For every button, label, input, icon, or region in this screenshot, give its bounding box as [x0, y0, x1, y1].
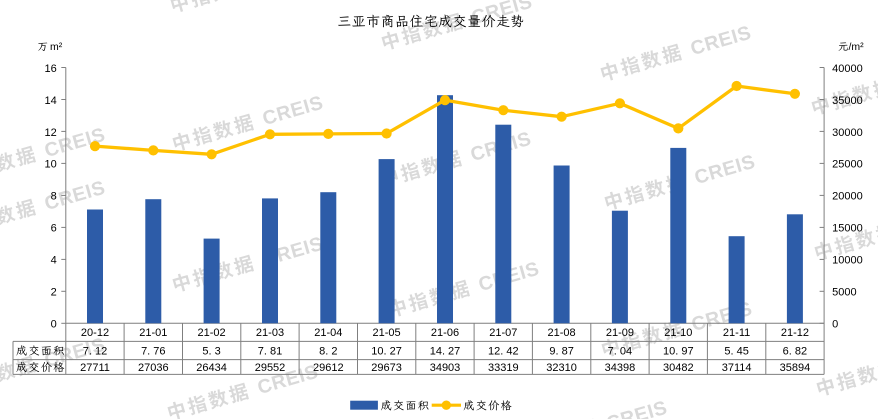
- svg-text:27711: 27711: [80, 362, 110, 374]
- svg-text:34903: 34903: [430, 362, 461, 374]
- svg-text:26434: 26434: [196, 362, 227, 374]
- svg-text:5. 45: 5. 45: [724, 345, 748, 357]
- svg-text:6. 82: 6. 82: [783, 345, 807, 357]
- svg-text:7. 04: 7. 04: [608, 345, 632, 357]
- svg-text:25000: 25000: [832, 159, 863, 171]
- svg-text:21-09: 21-09: [606, 327, 634, 339]
- svg-text:7. 12: 7. 12: [83, 345, 107, 357]
- svg-text:12: 12: [45, 127, 57, 139]
- svg-text:/m²: /m²: [849, 41, 865, 53]
- svg-text:21-08: 21-08: [548, 327, 576, 339]
- svg-text:5000: 5000: [832, 287, 856, 299]
- svg-text:33319: 33319: [488, 362, 519, 374]
- svg-text:29673: 29673: [371, 362, 402, 374]
- svg-text:21-02: 21-02: [198, 327, 226, 339]
- svg-text:21-01: 21-01: [139, 327, 167, 339]
- svg-text:8. 2: 8. 2: [319, 345, 337, 357]
- svg-text:0: 0: [51, 319, 57, 331]
- svg-text:21-11: 21-11: [723, 327, 750, 339]
- svg-text:35894: 35894: [780, 362, 811, 374]
- svg-text:37114: 37114: [722, 362, 752, 374]
- svg-text:10. 97: 10. 97: [663, 345, 694, 357]
- svg-text:15000: 15000: [832, 223, 863, 235]
- svg-text:29552: 29552: [255, 362, 286, 374]
- svg-text:34398: 34398: [605, 362, 636, 374]
- svg-text:21-04: 21-04: [314, 327, 342, 339]
- svg-text:10. 27: 10. 27: [371, 345, 402, 357]
- svg-text:m²: m²: [50, 41, 63, 53]
- svg-text:21-10: 21-10: [664, 327, 692, 339]
- svg-text:27036: 27036: [138, 362, 169, 374]
- svg-text:9. 87: 9. 87: [549, 345, 573, 357]
- svg-text:40000: 40000: [832, 63, 863, 75]
- svg-text:30482: 30482: [663, 362, 694, 374]
- svg-text:21-05: 21-05: [373, 327, 401, 339]
- svg-text:30000: 30000: [832, 127, 863, 139]
- svg-text:10: 10: [45, 159, 57, 171]
- svg-text:12. 42: 12. 42: [488, 345, 519, 357]
- svg-text:7. 76: 7. 76: [141, 345, 165, 357]
- svg-text:8: 8: [51, 191, 57, 203]
- svg-text:32310: 32310: [546, 362, 577, 374]
- svg-text:7. 81: 7. 81: [258, 345, 282, 357]
- svg-text:14. 27: 14. 27: [430, 345, 461, 357]
- svg-text:10000: 10000: [832, 255, 863, 267]
- svg-text:21-07: 21-07: [489, 327, 517, 339]
- svg-text:35000: 35000: [832, 95, 863, 107]
- svg-text:20-12: 20-12: [81, 327, 109, 339]
- svg-text:6: 6: [51, 223, 57, 235]
- svg-text:21-03: 21-03: [256, 327, 284, 339]
- svg-text:21-06: 21-06: [431, 327, 459, 339]
- svg-text:29612: 29612: [313, 362, 344, 374]
- svg-text:21-12: 21-12: [781, 327, 809, 339]
- svg-text:5. 3: 5. 3: [202, 345, 220, 357]
- svg-text:14: 14: [45, 95, 57, 107]
- svg-text:0: 0: [832, 319, 838, 331]
- svg-text:16: 16: [45, 63, 57, 75]
- svg-text:20000: 20000: [832, 191, 863, 203]
- svg-text:4: 4: [51, 255, 57, 267]
- svg-text:2: 2: [51, 287, 57, 299]
